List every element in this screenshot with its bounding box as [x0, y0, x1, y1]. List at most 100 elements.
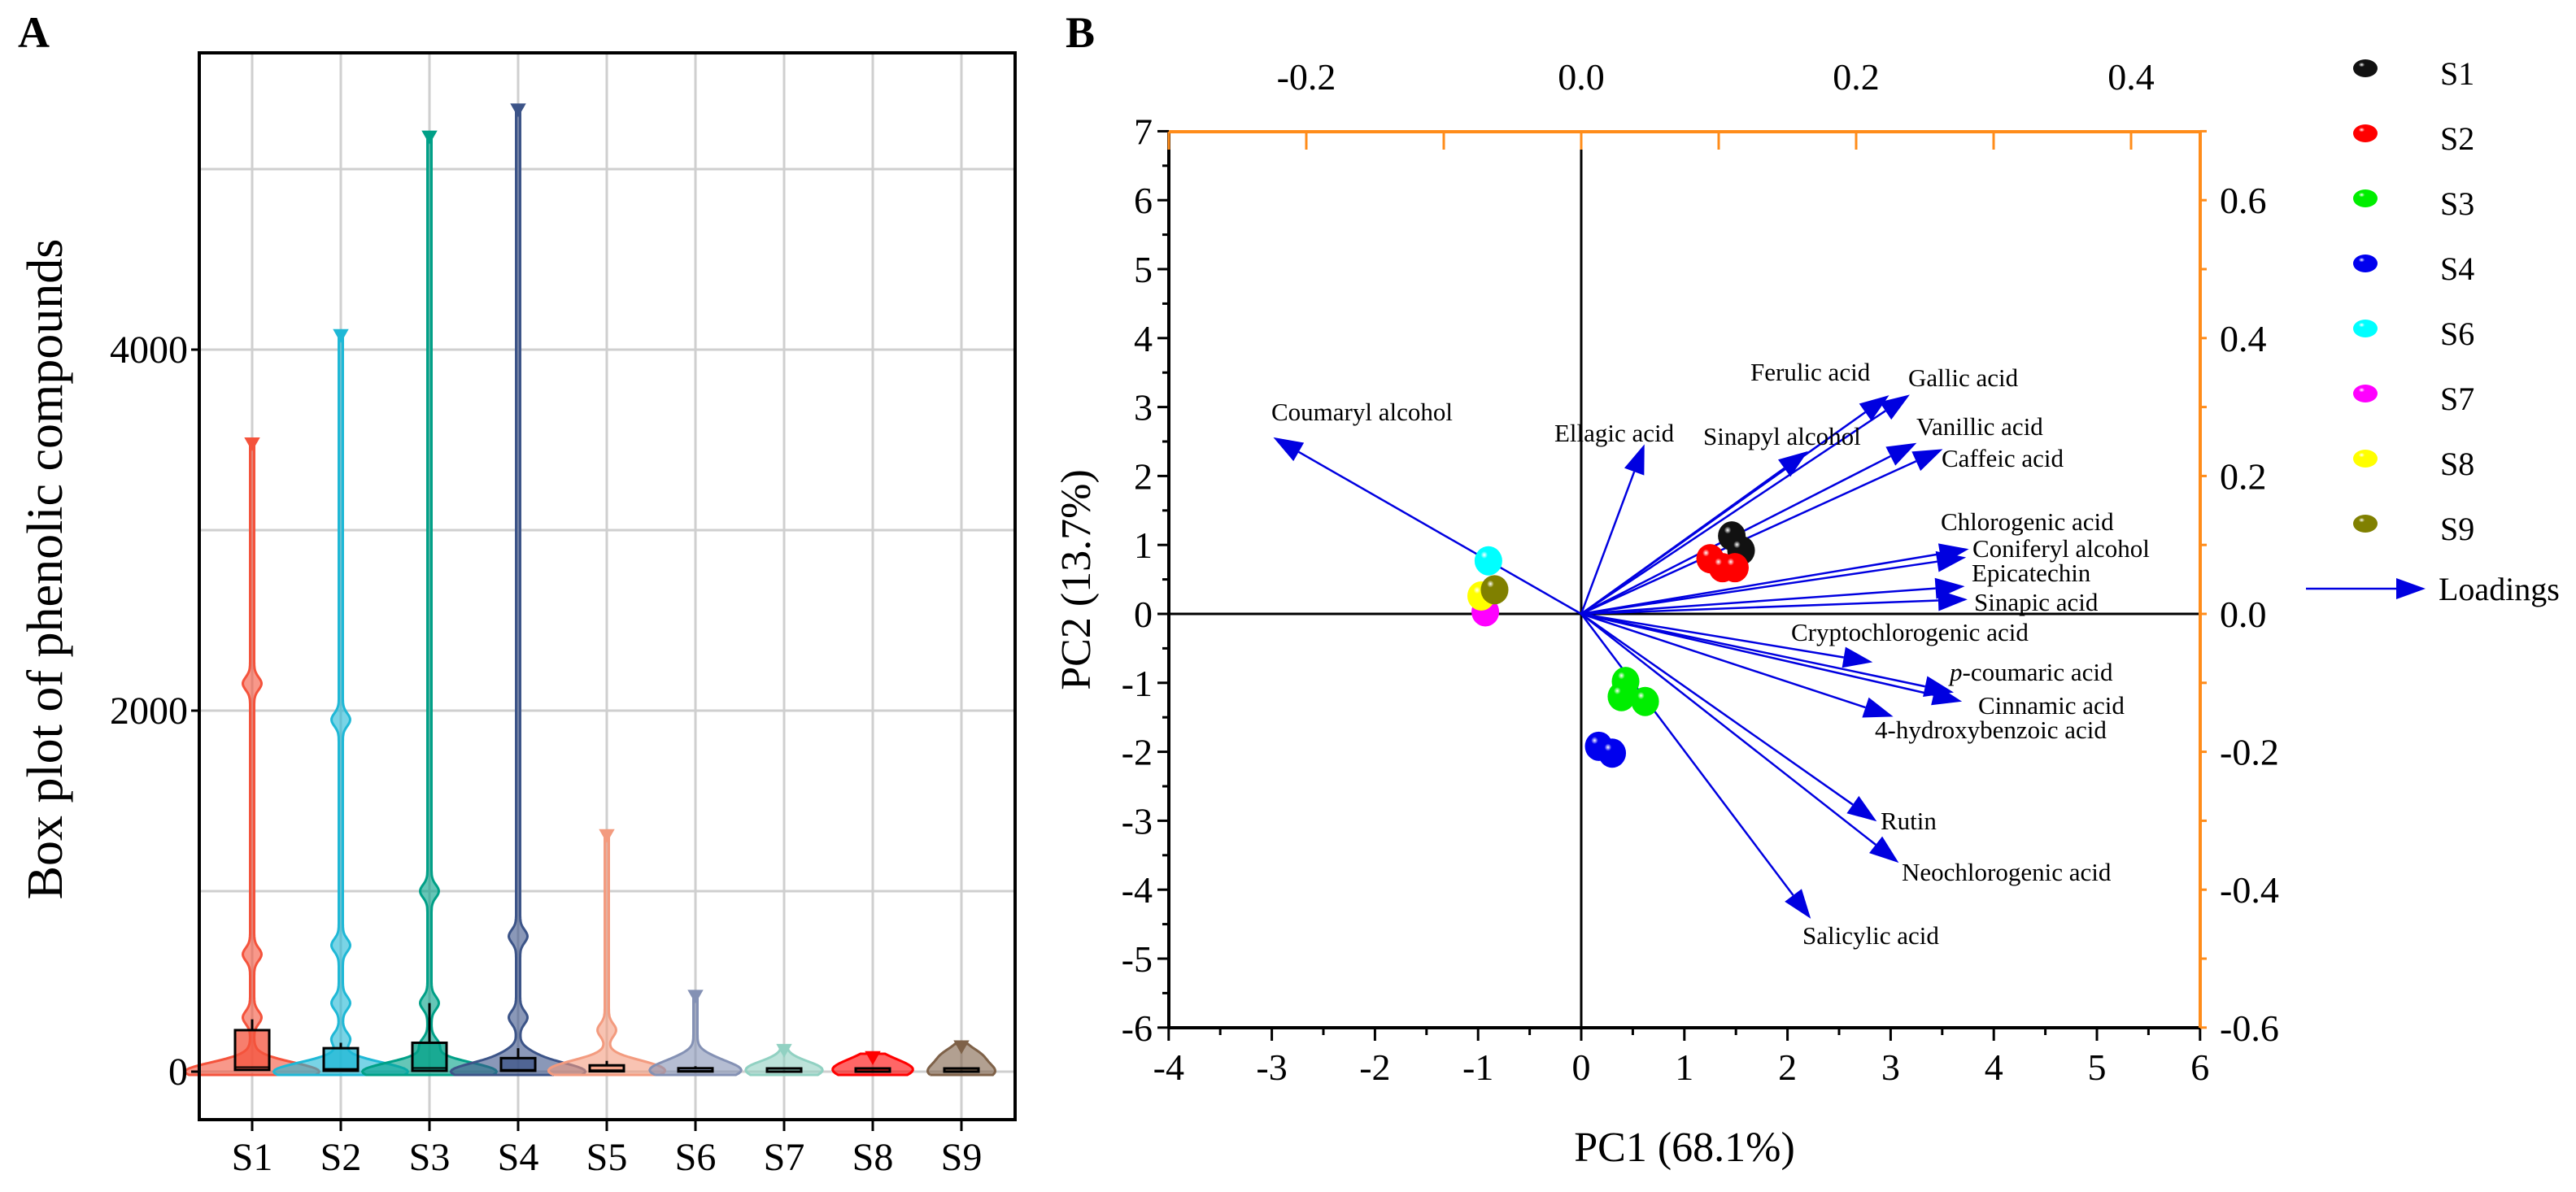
loading-arrow — [1580, 612, 1963, 706]
y-tick-label: 5 — [1134, 249, 1153, 290]
y-tick-label: 1 — [1134, 524, 1153, 566]
max-marker — [687, 990, 704, 1004]
y-tick-label: 2000 — [110, 690, 188, 733]
legend-marker — [2353, 450, 2378, 468]
x-tick-label: S3 — [409, 1136, 451, 1179]
legend-label: S6 — [2440, 315, 2474, 352]
right-tick-label: 0.2 — [2220, 455, 2267, 497]
loading-label: Chlorogenic acid — [1941, 507, 2114, 536]
top-tick-label: 0.2 — [1833, 56, 1880, 98]
violin-body — [183, 439, 321, 1077]
violin-S8 — [831, 1051, 914, 1077]
y-tick-label: -6 — [1122, 1007, 1153, 1049]
loading-arrow — [1580, 613, 1811, 919]
box — [499, 1056, 537, 1072]
score-point — [1474, 546, 1502, 576]
score-point — [1607, 681, 1636, 711]
arrowhead — [1885, 442, 1917, 466]
x-tick-label: -4 — [1153, 1046, 1184, 1088]
x-tick-label: S2 — [320, 1136, 362, 1179]
legend-label: S1 — [2440, 55, 2474, 92]
y-tick-label: -3 — [1122, 800, 1153, 842]
loading-arrow — [1580, 612, 1877, 822]
legend-label: S4 — [2440, 250, 2474, 287]
box — [588, 1064, 625, 1073]
violin-S5 — [547, 829, 667, 1077]
arrowhead — [2396, 578, 2426, 599]
loading-label: Sinapyl alcohol — [1703, 422, 1861, 450]
violin-S9 — [926, 1040, 997, 1077]
y-tick-label: 0 — [1134, 594, 1153, 635]
violin-body — [449, 106, 587, 1077]
max-marker — [333, 328, 349, 343]
loading-arrow — [1580, 444, 1645, 615]
y-axis-title: PC2 (13.7%) — [1053, 469, 1100, 690]
loading-arrow — [1580, 612, 1894, 718]
violin-S1 — [183, 437, 321, 1077]
violin-chart: S1 S2 S3 S4 S5 S6 S7 S8 S9 0 2000 4000 Box plot of p… — [18, 51, 1017, 1179]
legend-marker — [2353, 385, 2378, 402]
x-tick-label: -1 — [1462, 1046, 1493, 1088]
loading-label: Rutin — [1881, 807, 1937, 835]
y-axis-title: Box plot of phenolic compounds — [18, 239, 73, 900]
y-tick-label: 3 — [1134, 387, 1153, 429]
legend-label: S7 — [2440, 381, 2474, 417]
y-tick-label: 4 — [1134, 318, 1153, 359]
loading-arrow — [1580, 450, 1808, 616]
violin-body — [547, 831, 667, 1077]
arrowhead — [1931, 684, 1963, 706]
loading-label: Cryptochlorogenic acid — [1791, 618, 2029, 646]
x-tick-label: -2 — [1359, 1046, 1390, 1088]
top-tick-label: 0.4 — [2107, 56, 2155, 98]
score-point — [1631, 686, 1659, 716]
loading-label: Ellagic acid — [1554, 419, 1675, 447]
loading-arrow — [1580, 394, 1910, 616]
violin-S7 — [744, 1043, 824, 1077]
legend-marker — [2353, 189, 2378, 207]
loading-arrow — [1580, 613, 1899, 864]
x-tick-label: S8 — [852, 1136, 894, 1179]
max-marker — [776, 1043, 792, 1058]
legend-marker — [2353, 59, 2378, 77]
legend-label: S3 — [2440, 185, 2474, 222]
legend-label: S2 — [2440, 120, 2474, 157]
loading-arrow — [1580, 449, 1943, 616]
x-tick-label: 2 — [1778, 1046, 1797, 1088]
y-tick-label: 0 — [168, 1051, 188, 1094]
loading-label: Epicatechin — [1972, 559, 2091, 587]
arrowhead — [1846, 795, 1877, 822]
loading-label: Gallic acid — [1908, 363, 2019, 392]
score-point — [1720, 553, 1749, 583]
loading-label: Caffeic acid — [1942, 444, 2064, 472]
loading-label: Ferulic acid — [1750, 358, 1871, 386]
y-tick-label: 4000 — [110, 328, 188, 372]
loading-arrow — [1273, 437, 1582, 616]
arrowhead — [1785, 889, 1811, 919]
x-tick-label: 5 — [2088, 1046, 2107, 1088]
loading-label: Coumaryl alcohol — [1271, 398, 1453, 426]
x-tick-label: 3 — [1881, 1046, 1900, 1088]
x-tick-label: 0 — [1572, 1046, 1591, 1088]
top-tick-label: -0.2 — [1277, 56, 1336, 98]
score-group-S6 — [1474, 546, 1502, 576]
loading-label: Sinapic acid — [1974, 588, 2099, 616]
violin-body — [272, 330, 410, 1077]
max-marker — [510, 103, 526, 118]
legend-label: S9 — [2440, 511, 2474, 547]
x-axis-title: PC1 (68.1%) — [1574, 1125, 1795, 1171]
loading-label: Cinnamic acid — [1978, 691, 2125, 720]
x-tick-label: S9 — [941, 1136, 983, 1179]
y-tick-label: 2 — [1134, 455, 1153, 497]
loading-label: 4-hydroxybenzoic acid — [1875, 716, 2107, 744]
x-tick-label: S1 — [232, 1136, 273, 1179]
max-marker — [865, 1051, 881, 1065]
loading-arrow — [1580, 550, 1967, 616]
violin-body — [360, 132, 499, 1077]
max-marker — [599, 829, 615, 843]
x-tick-label: 6 — [2190, 1046, 2209, 1088]
panel-label-a: A — [18, 8, 50, 57]
plot-frame — [198, 51, 1017, 1121]
max-marker — [421, 130, 438, 145]
loading-arrow — [1580, 589, 1968, 616]
